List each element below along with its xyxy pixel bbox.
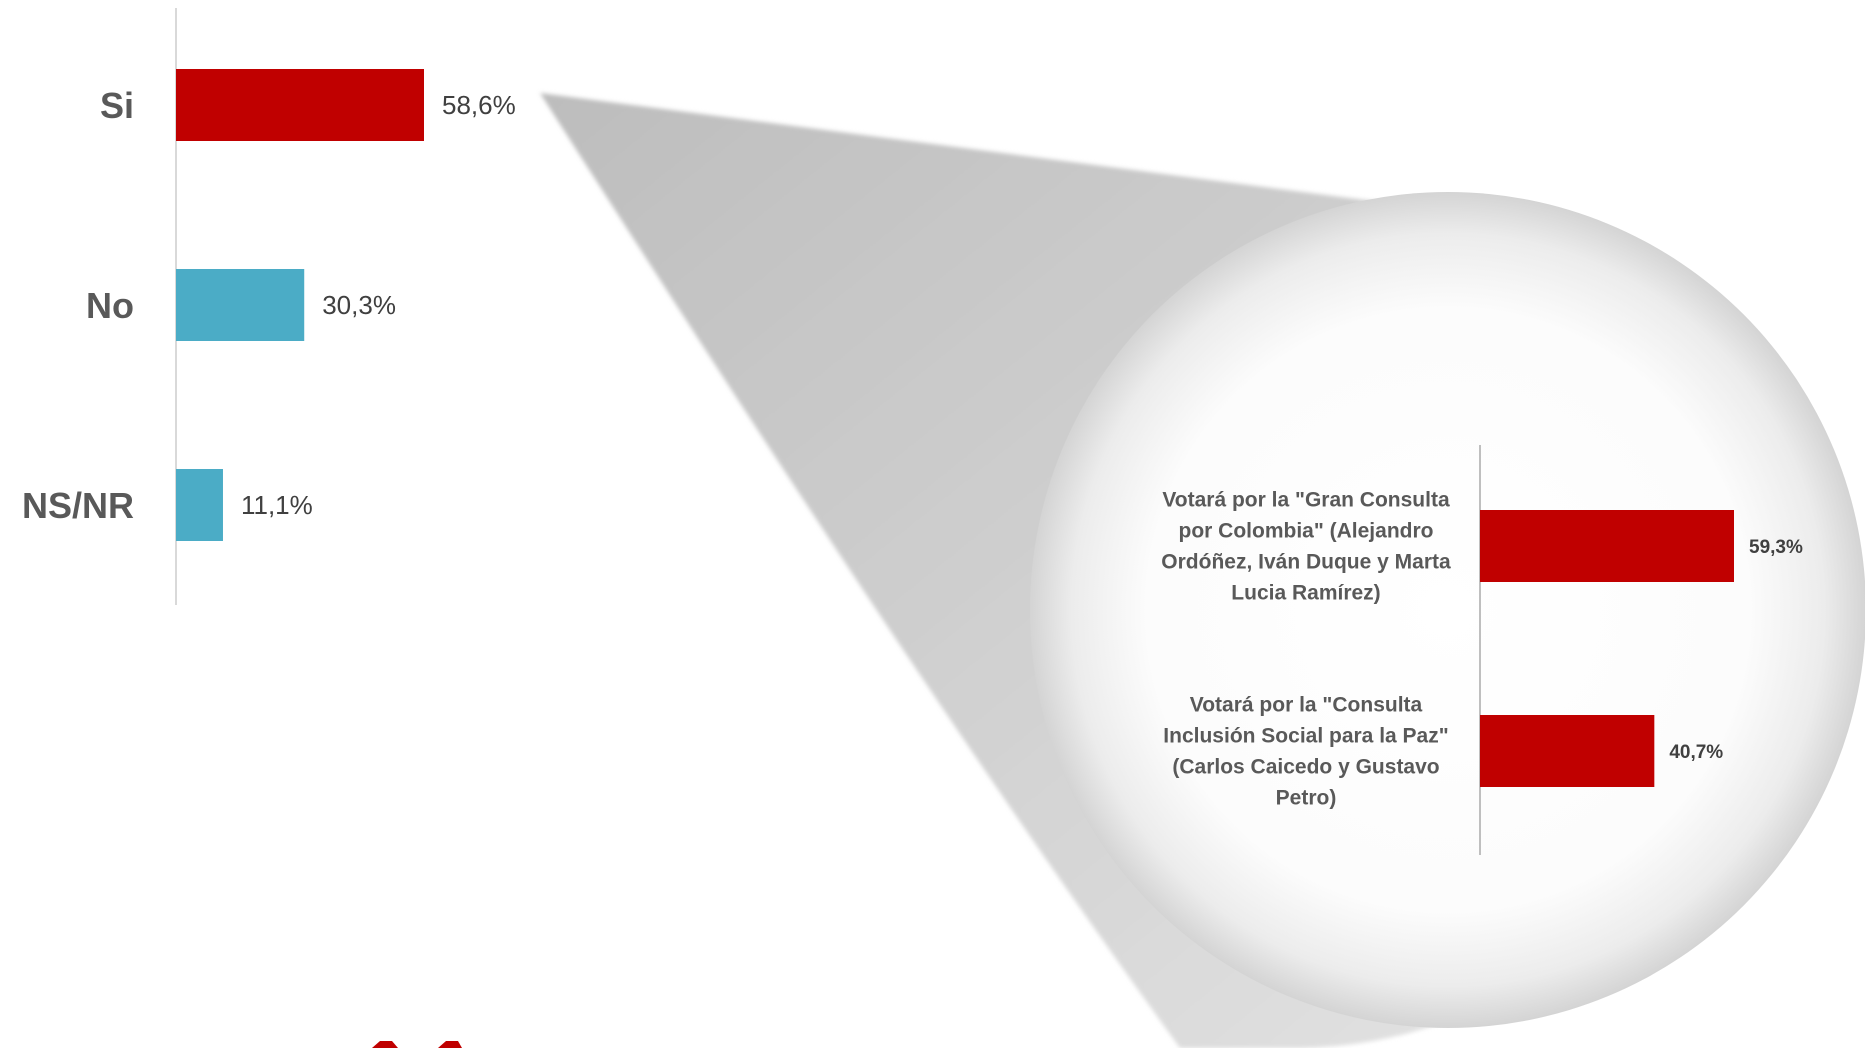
data-label: 58,6% [442,90,516,120]
category-label: NS/NR [22,485,134,526]
magnifier-callout [540,93,1865,1048]
sub-data-label: 59,3% [1749,537,1803,558]
logo-fragment [372,1041,462,1048]
sub-category-label: Votará por la "Consulta Inclusión Social … [1163,694,1448,810]
bar [176,469,223,541]
sub-bar [1480,715,1655,787]
main-chart: Si 58,6% No 30,3% NS/NR 11,1% [22,8,516,605]
data-label: 30,3% [322,290,396,320]
category-label: No [86,285,134,326]
bar [176,69,424,141]
data-label: 11,1% [241,490,313,520]
sub-data-label: 40,7% [1669,742,1723,763]
sub-bar [1480,510,1734,582]
bar [176,269,305,341]
sub-chart: Votará por la "Gran Consulta por Colombia… [1161,445,1803,855]
category-label: Si [100,85,134,126]
callout-lens [1030,192,1865,1028]
sub-category-label: Votará por la "Gran Consulta por Colombia… [1161,489,1451,605]
